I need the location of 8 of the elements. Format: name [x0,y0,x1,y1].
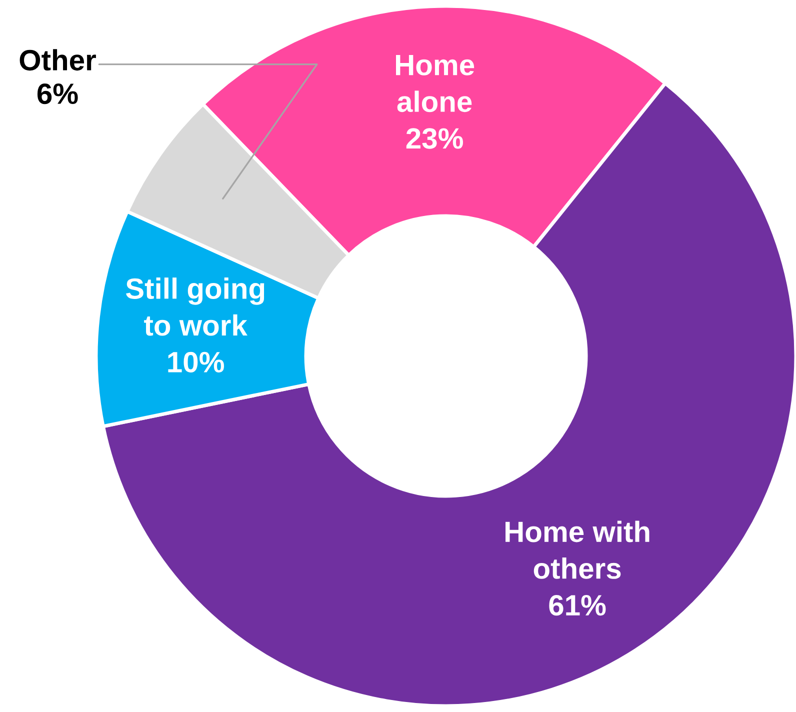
slice-label: Other [20,49,96,71]
data-label: 23% [406,128,463,149]
slice-label: Home with others [506,520,650,579]
data-label: 61% [549,594,606,616]
slice-label: Still going to work [126,278,264,336]
data-label: 6% [37,83,78,104]
data-label: 10% [168,352,224,373]
slice-label: Home alone [396,55,474,112]
